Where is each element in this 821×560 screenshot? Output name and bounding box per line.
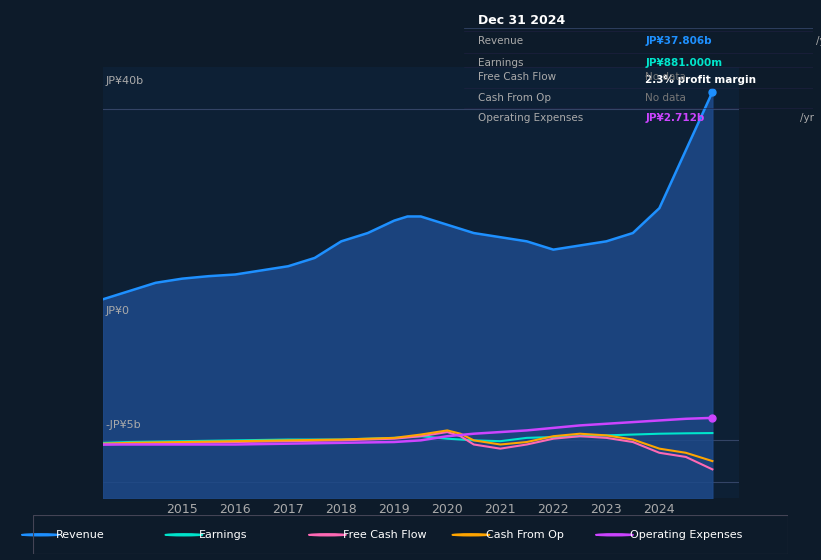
Text: Free Cash Flow: Free Cash Flow <box>478 72 556 82</box>
Text: Free Cash Flow: Free Cash Flow <box>342 530 426 540</box>
Circle shape <box>21 534 59 536</box>
Text: -JP¥5b: -JP¥5b <box>106 420 141 430</box>
Text: Earnings: Earnings <box>478 58 523 68</box>
Text: Cash From Op: Cash From Op <box>486 530 564 540</box>
Text: Revenue: Revenue <box>56 530 104 540</box>
Circle shape <box>595 534 633 536</box>
Text: /yr: /yr <box>816 36 821 46</box>
Circle shape <box>309 534 346 536</box>
Text: Revenue: Revenue <box>478 36 523 46</box>
Text: Earnings: Earnings <box>199 530 247 540</box>
Text: Operating Expenses: Operating Expenses <box>478 113 583 123</box>
Text: JP¥881.000m: JP¥881.000m <box>645 58 722 68</box>
Text: JP¥2.712b: JP¥2.712b <box>645 113 704 123</box>
Text: JP¥0: JP¥0 <box>106 306 130 316</box>
Text: Operating Expenses: Operating Expenses <box>630 530 742 540</box>
Text: Dec 31 2024: Dec 31 2024 <box>478 14 565 27</box>
Text: JP¥40b: JP¥40b <box>106 76 144 86</box>
Text: No data: No data <box>645 92 686 102</box>
Text: Cash From Op: Cash From Op <box>478 92 551 102</box>
Circle shape <box>452 534 490 536</box>
Text: 2.3% profit margin: 2.3% profit margin <box>645 75 756 85</box>
Text: No data: No data <box>645 72 686 82</box>
Text: /yr: /yr <box>800 113 814 123</box>
Circle shape <box>165 534 203 536</box>
Text: JP¥37.806b: JP¥37.806b <box>645 36 712 46</box>
